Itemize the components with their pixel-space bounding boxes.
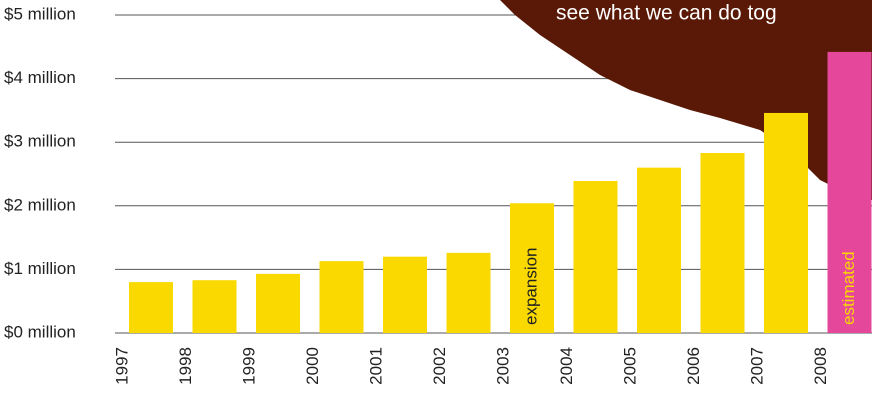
y-tick-label: $3 million — [4, 132, 76, 151]
annotation: expansion — [521, 247, 540, 325]
x-tick-label: 1999 — [239, 347, 258, 385]
x-tick-label: 2004 — [557, 347, 576, 385]
bar — [637, 168, 681, 333]
x-tick-label: 1998 — [176, 347, 195, 385]
x-tick-label: 2005 — [620, 347, 639, 385]
bar — [764, 113, 808, 333]
chart: see what we can do tog $0 million $1 mill… — [0, 0, 872, 404]
bar — [574, 181, 618, 333]
bar — [256, 274, 300, 333]
x-tick-label: 2008 — [811, 347, 830, 385]
y-tick-label: $0 million — [4, 322, 76, 341]
annotation: estimated — [839, 251, 858, 325]
y-tick-label: $2 million — [4, 195, 76, 214]
x-tick-label: 2006 — [684, 347, 703, 385]
x-tick-label: 2002 — [430, 347, 449, 385]
bar — [193, 280, 237, 333]
bar — [383, 257, 427, 333]
bar — [129, 282, 173, 333]
bar — [320, 261, 364, 333]
banner-text: see what we can do tog — [556, 2, 777, 25]
y-tick-label: $4 million — [4, 68, 76, 87]
brown-shape — [500, 0, 872, 200]
bar — [701, 153, 745, 333]
y-tick-label: $1 million — [4, 259, 76, 278]
x-tick-label: 2003 — [493, 347, 512, 385]
x-tick-label: 2007 — [747, 347, 766, 385]
y-tick-label: $5 million — [4, 4, 76, 23]
x-tick-label: 2000 — [303, 347, 322, 385]
x-tick-label: 1997 — [112, 347, 131, 385]
bar — [447, 253, 491, 333]
x-tick-label: 2001 — [366, 347, 385, 385]
